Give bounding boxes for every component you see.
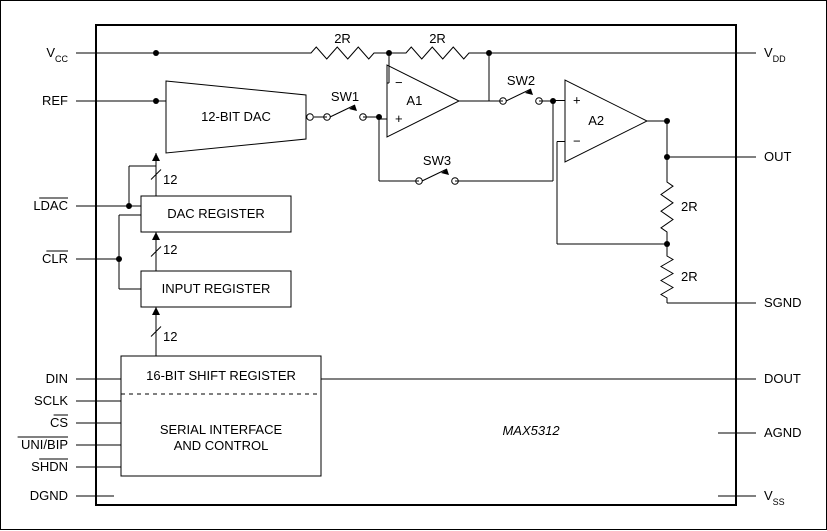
svg-text:12: 12 bbox=[163, 329, 177, 344]
svg-text:DGND: DGND bbox=[30, 488, 68, 503]
svg-text:SCLK: SCLK bbox=[34, 393, 68, 408]
svg-text:SERIAL INTERFACE: SERIAL INTERFACE bbox=[160, 422, 283, 437]
svg-text:2R: 2R bbox=[334, 31, 351, 46]
outer-frame: VCC REF LDAC CLR DIN SCLK CS UNI/BIP SHDN DGND VDD… bbox=[0, 0, 827, 530]
svg-text:REF: REF bbox=[42, 93, 68, 108]
svg-text:2R: 2R bbox=[681, 269, 698, 284]
svg-text:VDD: VDD bbox=[764, 45, 786, 64]
svg-text:A2: A2 bbox=[588, 113, 604, 128]
svg-text:+: + bbox=[573, 93, 581, 108]
svg-text:+: + bbox=[395, 111, 403, 126]
svg-text:AGND: AGND bbox=[764, 425, 802, 440]
svg-text:16-BIT SHIFT REGISTER: 16-BIT SHIFT REGISTER bbox=[146, 368, 296, 383]
svg-text:UNI/BIP: UNI/BIP bbox=[21, 437, 68, 452]
svg-text:SW3: SW3 bbox=[423, 153, 451, 168]
svg-text:DOUT: DOUT bbox=[764, 371, 801, 386]
svg-text:CLR: CLR bbox=[42, 251, 68, 266]
svg-text:VSS: VSS bbox=[764, 488, 785, 507]
svg-text:12: 12 bbox=[163, 242, 177, 257]
svg-text:−: − bbox=[395, 75, 403, 90]
diagram-svg: VCC REF LDAC CLR DIN SCLK CS UNI/BIP SHDN DGND VDD… bbox=[1, 1, 827, 531]
svg-text:12: 12 bbox=[163, 172, 177, 187]
svg-text:2R: 2R bbox=[681, 199, 698, 214]
svg-text:−: − bbox=[573, 134, 581, 149]
svg-text:SGND: SGND bbox=[764, 295, 802, 310]
svg-text:SHDN: SHDN bbox=[31, 459, 68, 474]
svg-text:AND CONTROL: AND CONTROL bbox=[174, 438, 269, 453]
svg-text:DIN: DIN bbox=[46, 371, 68, 386]
svg-text:LDAC: LDAC bbox=[33, 198, 68, 213]
svg-text:A1: A1 bbox=[406, 93, 422, 108]
svg-text:12-BIT DAC: 12-BIT DAC bbox=[201, 109, 271, 124]
svg-text:CS: CS bbox=[50, 415, 68, 430]
svg-text:SW1: SW1 bbox=[331, 89, 359, 104]
svg-text:VCC: VCC bbox=[46, 45, 68, 64]
svg-text:SW2: SW2 bbox=[507, 73, 535, 88]
svg-text:OUT: OUT bbox=[764, 149, 792, 164]
svg-text:DAC REGISTER: DAC REGISTER bbox=[167, 206, 265, 221]
svg-text:INPUT REGISTER: INPUT REGISTER bbox=[162, 281, 271, 296]
svg-text:2R: 2R bbox=[429, 31, 446, 46]
svg-text:MAX5312: MAX5312 bbox=[502, 423, 560, 438]
